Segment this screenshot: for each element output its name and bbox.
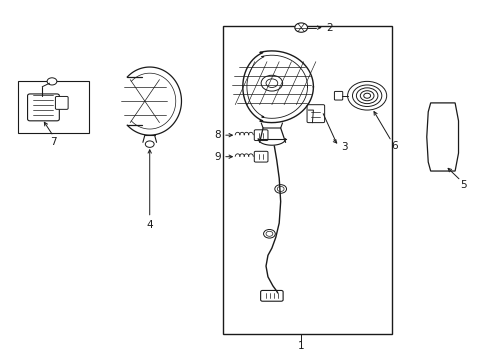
Circle shape: [347, 81, 387, 110]
Circle shape: [360, 91, 374, 101]
Circle shape: [146, 141, 154, 147]
Polygon shape: [427, 103, 459, 171]
Circle shape: [352, 85, 382, 107]
FancyBboxPatch shape: [334, 91, 343, 100]
Text: 3: 3: [341, 142, 348, 152]
Bar: [18, 81, 89, 134]
Text: 5: 5: [460, 180, 466, 190]
Circle shape: [261, 75, 283, 91]
FancyBboxPatch shape: [254, 151, 268, 162]
Text: 8: 8: [214, 130, 220, 140]
Text: 7: 7: [50, 137, 57, 147]
FancyBboxPatch shape: [27, 94, 59, 121]
Bar: [223, 26, 392, 334]
FancyBboxPatch shape: [261, 291, 283, 301]
Text: 6: 6: [392, 141, 398, 151]
Circle shape: [356, 88, 378, 104]
Text: 1: 1: [298, 341, 304, 351]
Text: 4: 4: [147, 220, 153, 230]
Circle shape: [364, 93, 370, 98]
Circle shape: [295, 23, 308, 32]
Circle shape: [47, 78, 57, 85]
Circle shape: [275, 185, 287, 193]
FancyBboxPatch shape: [254, 130, 268, 140]
FancyBboxPatch shape: [55, 96, 68, 109]
FancyBboxPatch shape: [307, 105, 325, 123]
Text: 2: 2: [327, 23, 333, 33]
Circle shape: [266, 231, 273, 236]
Circle shape: [266, 79, 278, 87]
Circle shape: [264, 229, 275, 238]
Text: 9: 9: [214, 152, 220, 162]
Circle shape: [277, 186, 284, 192]
